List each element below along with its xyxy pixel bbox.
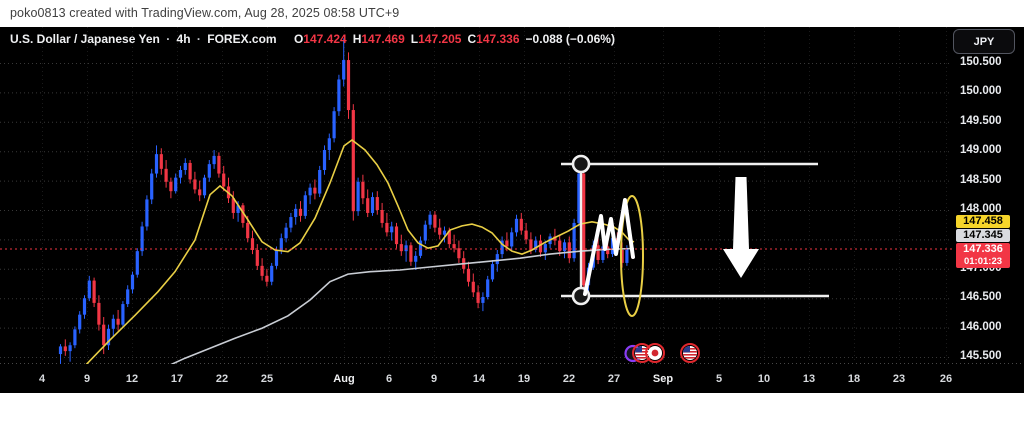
horizontal-gridlines	[0, 63, 952, 358]
open-label: O	[293, 32, 304, 46]
time-tick-label: Sep	[652, 373, 674, 385]
price-tick-label: 146.500	[960, 291, 1002, 304]
candlestick-chart[interactable]	[0, 27, 1024, 393]
us-flag-icon[interactable]	[680, 343, 700, 363]
time-tick-label: 9	[83, 373, 91, 385]
ohlc-readout: O147.424 H147.469 L147.205 C147.336 −0.088 (…	[288, 32, 615, 46]
time-tick-label: 9	[430, 373, 438, 385]
attribution-bar: poko0813 created with TradingView.com, A…	[0, 0, 1024, 27]
candles[interactable]	[58, 38, 634, 364]
exchange-label: FOREX.com	[207, 32, 277, 46]
low-label: L	[410, 32, 419, 46]
time-tick-label: 19	[517, 373, 531, 385]
time-tick-label: 22	[215, 373, 229, 385]
user-drawings[interactable]	[561, 154, 829, 317]
time-tick-label: 23	[892, 373, 906, 385]
close-label: C	[467, 32, 477, 46]
price-tick-label: 148.000	[960, 203, 1002, 215]
vertical-gridlines	[42, 27, 947, 363]
time-tick-label: 12	[125, 373, 139, 385]
price-tick-label: 150.500	[960, 56, 1002, 68]
time-tick-label: 10	[757, 373, 771, 385]
down-arrow[interactable]	[723, 177, 759, 278]
ma-slow-value-tag: 147.345	[956, 229, 1010, 242]
time-tick-label: 14	[472, 373, 486, 385]
price-tick-label: 145.500	[960, 350, 1002, 362]
time-tick-label: 6	[385, 373, 393, 385]
zigzag-projection[interactable]	[583, 198, 635, 296]
change-value: −0.088 (−0.06%)	[525, 32, 615, 46]
high-label: H	[352, 32, 362, 46]
price-tick-label: 149.500	[960, 114, 1002, 127]
ma_fast-line[interactable]	[85, 138, 635, 366]
us-flag-icon[interactable]	[632, 343, 652, 363]
event-flags[interactable]	[624, 343, 700, 363]
price-tick-label: 150.000	[960, 85, 1002, 98]
price-tick-label: 146.000	[960, 320, 1002, 333]
time-axis[interactable]: 4 9 12 17 22 25 Aug 6 9 14 19 22 27 Sep 5 10 13 18 23 26	[0, 364, 1024, 393]
japan-flag-icon[interactable]	[645, 343, 665, 363]
time-tick-label: 4	[38, 373, 46, 385]
currency-unit-button[interactable]: JPY	[953, 29, 1015, 54]
legend-separator: ·	[166, 32, 171, 46]
high-value: 147.469	[361, 32, 405, 46]
interval-label[interactable]: 4h	[176, 32, 191, 46]
time-tick-label: 26	[939, 373, 953, 385]
ma-fast-value-tag: 147.458	[956, 215, 1010, 228]
price-tick-label: 149.000	[960, 144, 1002, 157]
time-tick-label: 27	[607, 373, 621, 385]
attribution-text: poko0813 created with TradingView.com, A…	[10, 6, 400, 20]
open-value: 147.424	[303, 32, 347, 46]
time-tick-label: 22	[562, 373, 576, 385]
time-tick-label: 5	[715, 373, 723, 385]
highlight-ellipse[interactable]	[620, 195, 644, 317]
time-tick-label: 18	[847, 373, 861, 385]
last-price-tag: 147.336 01:01:23	[956, 243, 1010, 268]
chart-legend[interactable]: U.S. Dollar / Japanese Yen · 4h · FOREX.…	[10, 32, 615, 46]
chart-pane[interactable]: U.S. Dollar / Japanese Yen · 4h · FOREX.…	[0, 27, 1024, 393]
time-tick-label: 13	[802, 373, 816, 385]
footer-bar: TradingView	[0, 393, 1024, 441]
ma_slow-line[interactable]	[163, 247, 635, 369]
drawing-anchor-handle[interactable]	[571, 154, 591, 174]
legend-separator: ·	[196, 32, 201, 46]
bar-countdown: 01:01:23	[963, 256, 1003, 267]
price-tick-label: 148.500	[960, 173, 1002, 186]
time-tick-label: Aug	[333, 373, 355, 385]
time-tick-label: 25	[260, 373, 274, 385]
low-value: 147.205	[418, 32, 462, 46]
time-tick-label: 17	[170, 373, 184, 385]
symbol-title[interactable]: U.S. Dollar / Japanese Yen	[10, 32, 160, 46]
close-value: 147.336	[476, 32, 520, 46]
